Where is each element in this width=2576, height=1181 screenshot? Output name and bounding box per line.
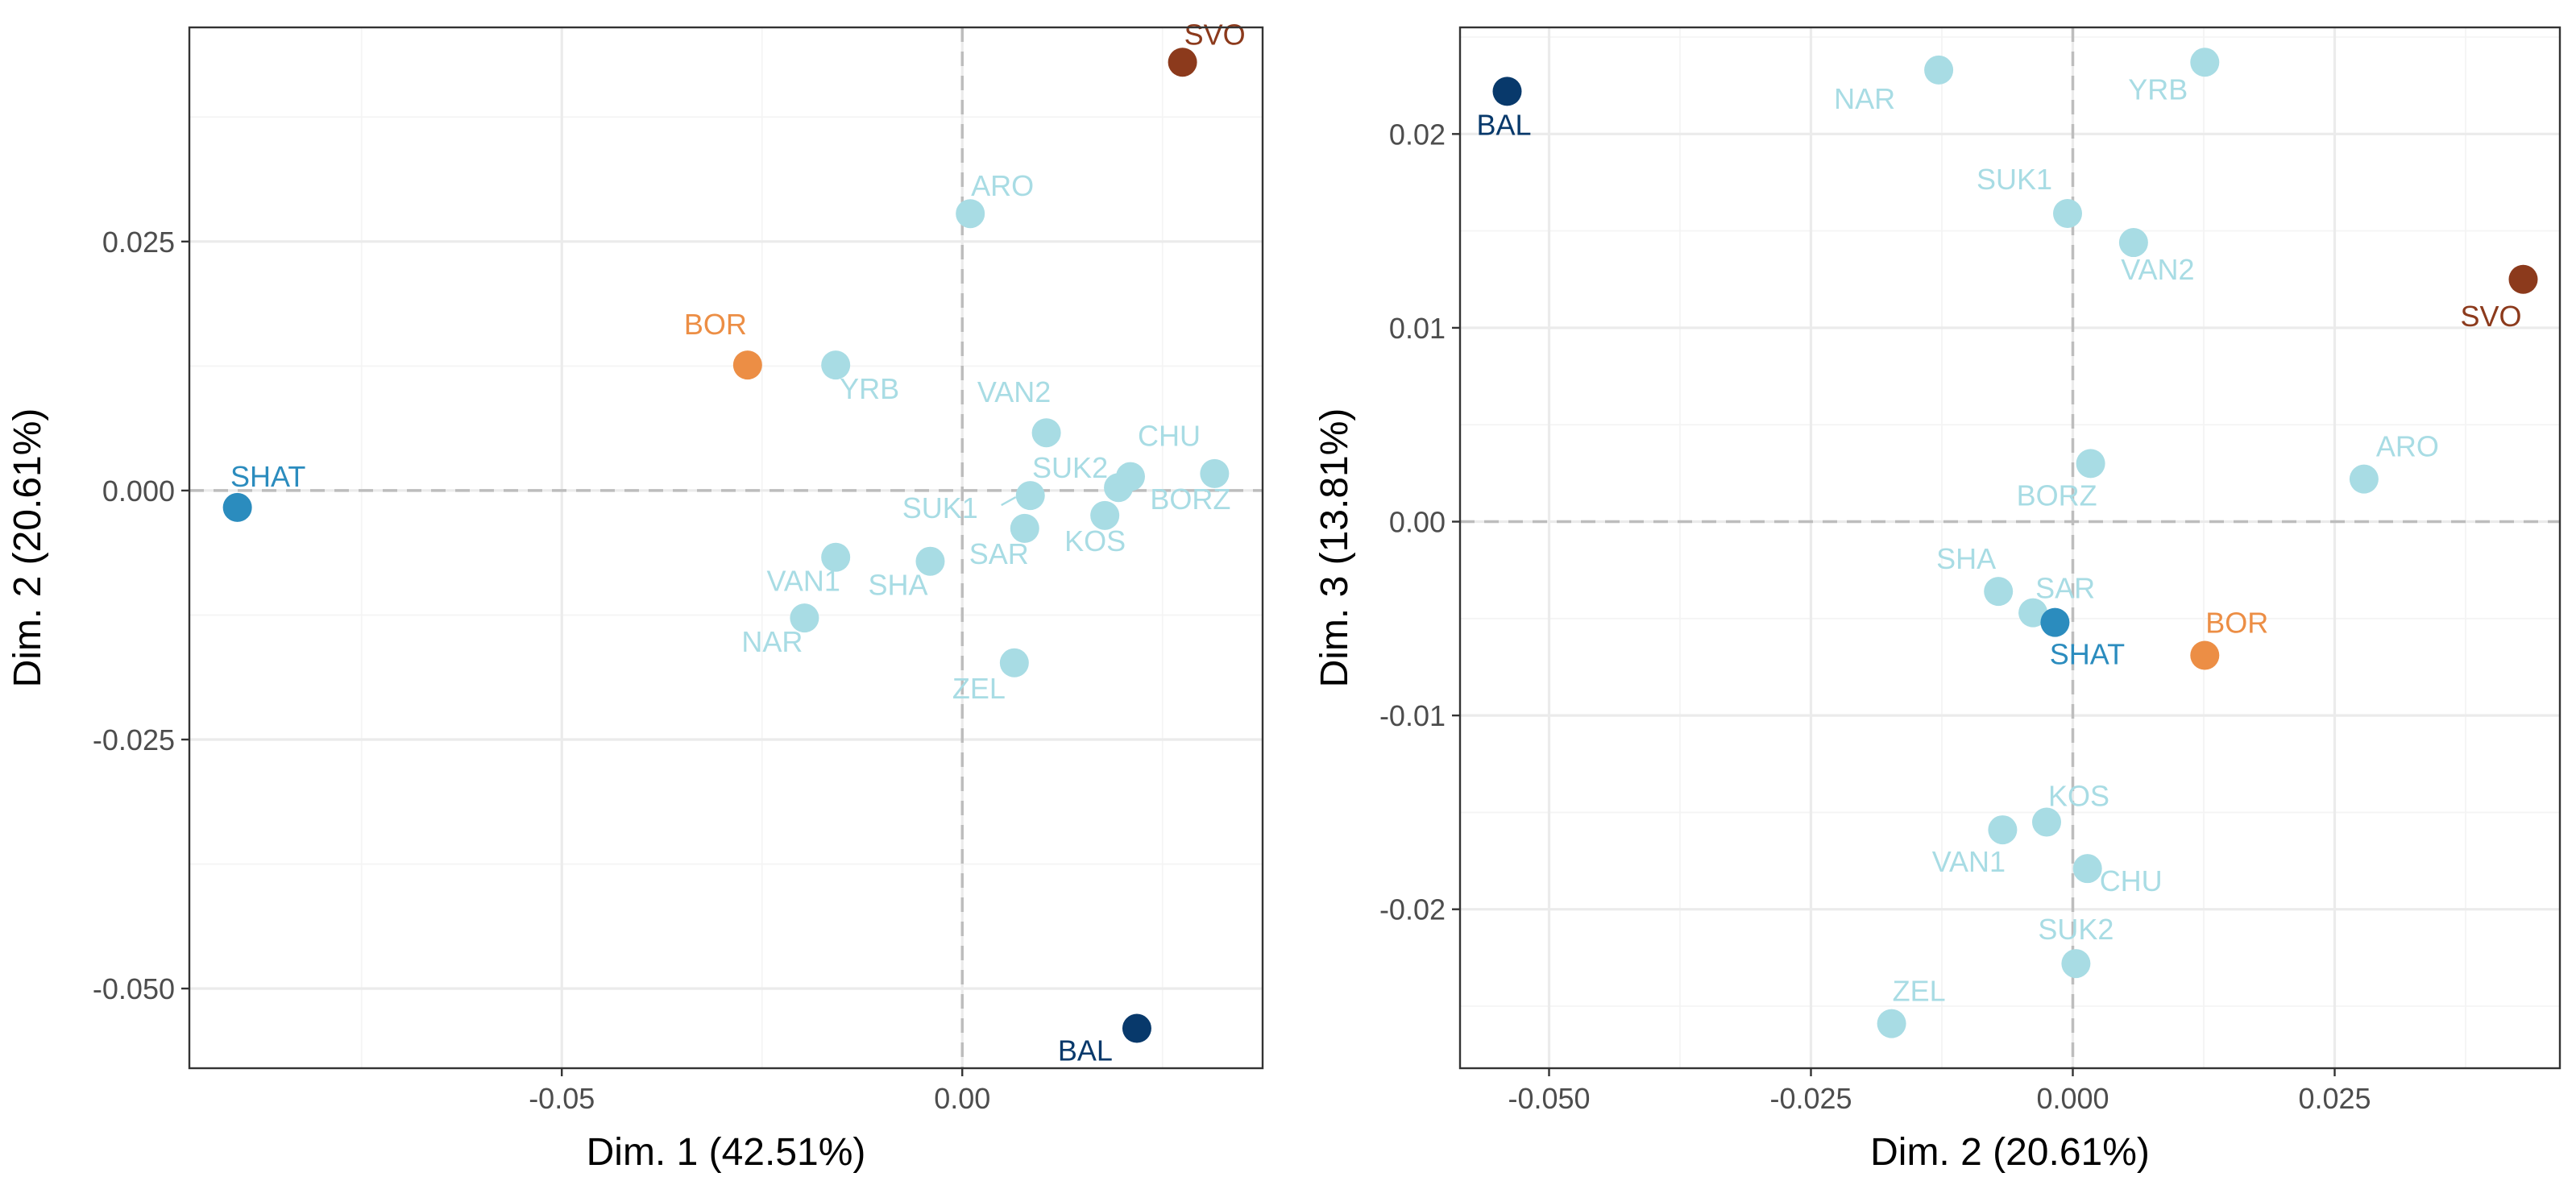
point-kos (1090, 500, 1120, 530)
point-label-van2: VAN2 (977, 375, 1051, 408)
point-van2 (1031, 418, 1061, 448)
point-nar (1924, 55, 1954, 85)
point-zel (1877, 1009, 1906, 1038)
panel-border (188, 26, 1264, 1070)
point-label-sha: SHA (1936, 542, 1996, 575)
point-label-suk1: SUK1 (1977, 163, 2052, 196)
panel-border (1458, 26, 2561, 1070)
point-label-suk2: SUK2 (1032, 451, 1108, 484)
y-tick-label: -0.02 (1379, 893, 1446, 926)
point-label-chu: CHU (1138, 420, 1201, 453)
point-label-van1: VAN1 (1932, 845, 2006, 878)
point-yrb (821, 350, 851, 380)
point-label-yrb: YRB (2128, 73, 2188, 106)
y-axis-title: Dim. 2 (20.61%) (6, 408, 49, 688)
point-label-nar: NAR (1834, 82, 1895, 115)
point-label-zel: ZEL (952, 672, 1006, 705)
point-label-suk2: SUK2 (2038, 913, 2113, 946)
point-label-van2: VAN2 (2121, 253, 2194, 286)
point-van1 (821, 542, 851, 572)
point-label-shat: SHAT (2050, 638, 2125, 671)
point-label-zel: ZEL (1893, 975, 1946, 1008)
point-shat (222, 492, 252, 522)
point-label-bor: BOR (2205, 607, 2268, 640)
x-tick-label: 0.000 (2036, 1082, 2109, 1115)
point-label-bor: BOR (684, 308, 747, 341)
x-tick-label: -0.025 (1769, 1082, 1852, 1115)
x-tick-label: -0.05 (529, 1082, 595, 1115)
point-shat (2040, 607, 2070, 637)
point-label-sar: SAR (2035, 572, 2095, 605)
point-suk1 (2053, 198, 2082, 228)
point-nar (790, 603, 819, 633)
point-label-sar: SAR (969, 537, 1029, 570)
point-bor (732, 350, 762, 380)
x-axis-title: Dim. 1 (42.51%) (587, 1131, 866, 1174)
point-borz (2076, 449, 2105, 479)
point-bor (2190, 640, 2220, 670)
point-label-svo: SVO (2460, 300, 2521, 333)
point-aro (956, 199, 985, 229)
point-borz (1200, 458, 1230, 488)
point-sar (2018, 598, 2048, 628)
point-label-van1: VAN1 (766, 565, 840, 598)
point-label-nar: NAR (741, 625, 803, 658)
point-yrb (2190, 48, 2220, 77)
point-suk2 (1104, 473, 1134, 503)
point-svo (2508, 264, 2538, 294)
point-label-shat: SHAT (230, 460, 305, 493)
y-axis-title: Dim. 3 (13.81%) (1313, 408, 1356, 688)
label-leader-suk1 (1001, 496, 1017, 507)
point-kos (2032, 807, 2061, 837)
y-tick-label: 0.025 (102, 226, 175, 259)
point-label-suk1: SUK1 (902, 491, 978, 524)
point-label-kos: KOS (1064, 524, 1126, 557)
point-label-aro: ARO (2376, 430, 2439, 463)
x-tick-label: 0.00 (934, 1082, 990, 1115)
point-suk2 (2061, 949, 2091, 979)
point-bal (1122, 1013, 1151, 1043)
point-label-borz: BORZ (2017, 479, 2097, 512)
point-label-svo: SVO (1184, 18, 1246, 51)
point-sar (1010, 513, 1039, 543)
panel-background (1460, 27, 2560, 1068)
point-aro (2349, 464, 2379, 494)
point-label-sha: SHA (868, 569, 927, 602)
x-axis-title: Dim. 2 (20.61%) (1870, 1131, 2150, 1174)
scatter-panel-1: SVO ARO BOR YRB VAN2 CHU BORZ SUK2 SUK1 SAR KOS SHA… (6, 18, 1264, 1174)
y-tick-label: -0.050 (93, 972, 175, 1005)
x-tick-label: 0.025 (2298, 1082, 2371, 1115)
point-label-bal: BAL (1058, 1034, 1113, 1067)
point-sha (915, 546, 945, 576)
x-tick-label: -0.050 (1508, 1082, 1590, 1115)
point-van2 (2118, 228, 2148, 258)
point-label-aro: ARO (971, 169, 1034, 202)
point-chu (2072, 854, 2102, 884)
y-tick-label: 0.00 (1389, 506, 1446, 539)
point-label-borz: BORZ (1150, 483, 1230, 516)
y-tick-label: -0.025 (93, 723, 175, 756)
point-zel (999, 648, 1029, 678)
point-label-kos: KOS (2048, 779, 2109, 812)
scatter-panel-2: BAL NAR YRB SUK1 VAN2 SVO ARO BORZ SHA SAR SHAT BOR… (1313, 26, 2561, 1174)
point-svo (1168, 48, 1197, 77)
y-tick-label: 0.02 (1389, 118, 1446, 151)
y-tick-label: -0.01 (1379, 699, 1446, 732)
point-van1 (1988, 815, 2018, 845)
point-label-chu: CHU (2100, 864, 2163, 897)
point-label-bal: BAL (1476, 108, 1531, 141)
panel-background (189, 27, 1263, 1068)
y-tick-label: 0.000 (102, 474, 175, 508)
point-sha (1984, 577, 2014, 607)
point-bal (1492, 77, 1522, 106)
point-label-yrb: YRB (840, 372, 899, 405)
y-tick-label: 0.01 (1389, 312, 1446, 345)
point-suk1 (1015, 481, 1045, 511)
